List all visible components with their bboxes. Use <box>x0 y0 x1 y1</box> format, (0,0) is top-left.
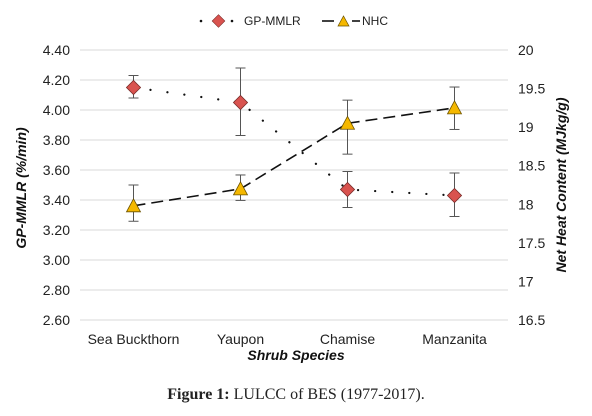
left-axis-ticks: 2.60 2.80 3.00 3.20 3.40 3.60 3.80 4.00 4.20 4.40 <box>43 42 70 328</box>
legend-label-gp-mmlr: GP-MMLR <box>244 14 301 28</box>
left-axis-title: GP-MMLR (%/min) <box>13 127 29 249</box>
right-tick-label: 20 <box>518 42 534 58</box>
x-tick-label: Sea Buckthorn <box>88 331 180 347</box>
right-tick-label: 18.5 <box>518 158 545 174</box>
right-axis-ticks: 16.5 17 17.5 18 18.5 19 19.5 20 <box>518 42 545 328</box>
data-point-triangle <box>232 181 249 196</box>
series-line <box>132 86 456 197</box>
legend-triangle-marker <box>337 15 350 27</box>
data-point-diamond <box>125 79 142 96</box>
legend-label-nhc: NHC <box>362 14 388 28</box>
series-nhc <box>125 86 463 222</box>
left-tick-label: 4.40 <box>43 42 70 58</box>
left-tick-label: 3.40 <box>43 192 70 208</box>
x-axis-ticks: Sea Buckthorn Yaupon Chamise Manzanita <box>88 331 487 347</box>
legend: GP-MMLR NHC <box>199 14 388 28</box>
chart: 2.60 2.80 3.00 3.20 3.40 3.60 3.80 4.00 4.20 4.40… <box>13 14 569 363</box>
x-tick-label: Yaupon <box>217 331 264 347</box>
data-point-diamond <box>232 94 249 111</box>
left-tick-label: 3.20 <box>43 222 70 238</box>
right-axis-title: Net Heat Content (MJkg/g) <box>553 97 569 272</box>
series-line <box>133 107 455 207</box>
right-tick-label: 18 <box>518 196 534 212</box>
left-tick-label: 3.00 <box>43 252 70 268</box>
legend-diamond-marker <box>211 14 226 28</box>
left-tick-label: 4.00 <box>43 102 70 118</box>
figure-caption-label: Figure 1: <box>167 386 230 403</box>
x-tick-label: Manzanita <box>422 331 487 347</box>
right-tick-label: 19 <box>518 119 534 135</box>
right-tick-label: 19.5 <box>518 81 545 97</box>
left-tick-label: 2.80 <box>43 282 70 298</box>
right-tick-label: 16.5 <box>518 312 545 328</box>
legend-item-gp-mmlr: GP-MMLR <box>199 14 301 28</box>
figure-caption-text: LULCC of BES (1977-2017). <box>233 386 425 403</box>
data-point-diamond <box>446 187 463 204</box>
data-point-triangle <box>339 115 356 130</box>
x-axis-title: Shrub Species <box>247 347 344 363</box>
right-tick-label: 17 <box>518 273 534 289</box>
data-point-triangle <box>446 100 463 115</box>
left-tick-label: 3.80 <box>43 132 70 148</box>
data-point-triangle <box>125 197 142 213</box>
left-tick-label: 4.20 <box>43 72 70 88</box>
legend-dot <box>230 19 234 23</box>
left-tick-label: 3.60 <box>43 162 70 178</box>
legend-item-nhc: NHC <box>322 14 388 28</box>
right-tick-label: 17.5 <box>518 235 545 251</box>
gridlines <box>80 49 508 321</box>
series-layer <box>125 67 463 222</box>
data-point-diamond <box>339 181 356 198</box>
left-tick-label: 2.60 <box>43 312 70 328</box>
x-tick-label: Chamise <box>320 331 375 347</box>
series-gp-mmlr <box>125 67 463 217</box>
legend-dot <box>199 19 203 23</box>
figure-caption: Figure 1: LULCC of BES (1977-2017). <box>0 386 592 404</box>
